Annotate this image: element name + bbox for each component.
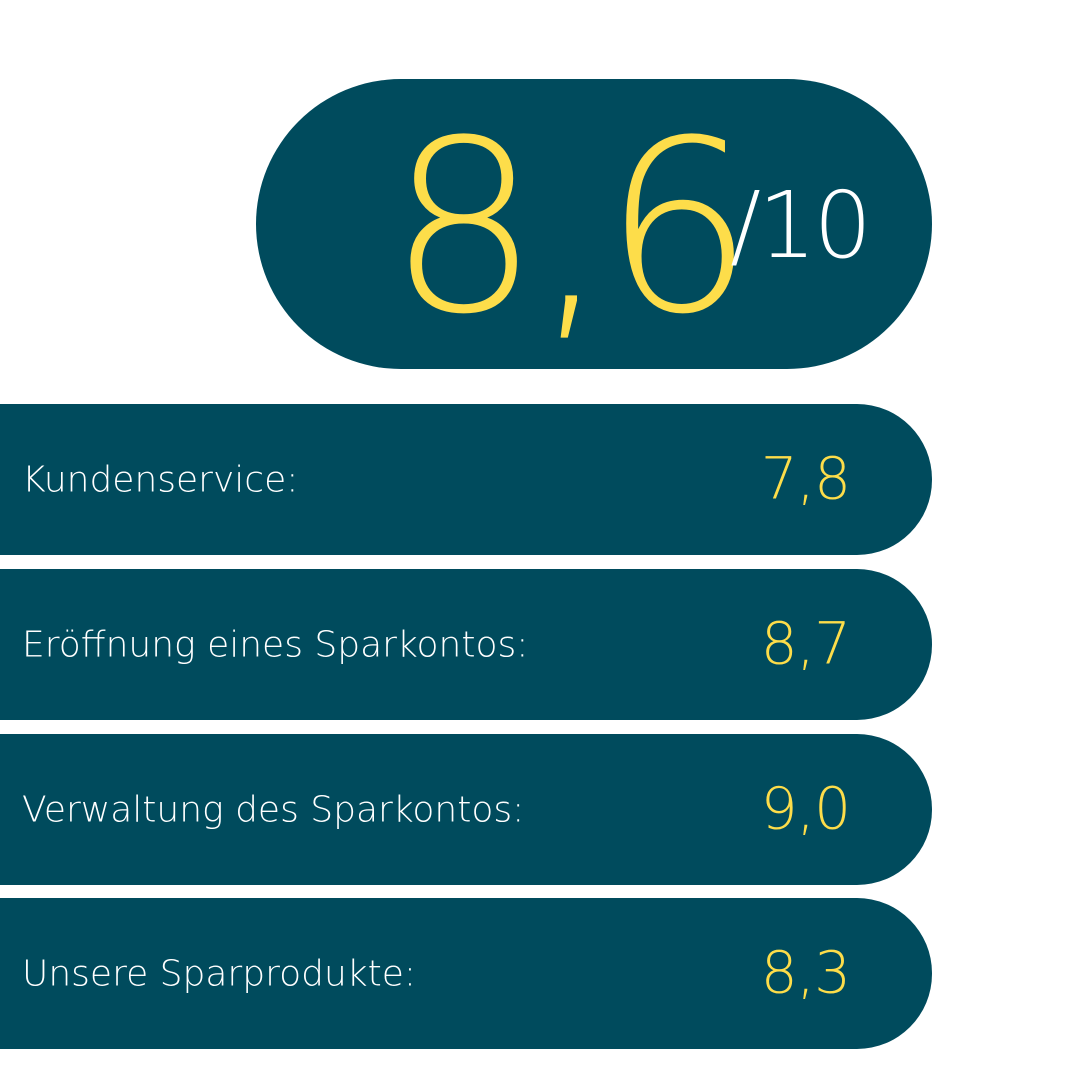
rating-row-sparprodukte: Unsere Sparprodukte: 8,3 xyxy=(0,898,932,1049)
rating-row-eroeffnung: Eröffnung eines Sparkontos: 8,7 xyxy=(0,569,932,720)
rating-label: Eröffnung eines Sparkontos: xyxy=(22,624,529,665)
rating-value: 9,0 xyxy=(760,774,851,843)
overall-score-pill xyxy=(256,79,932,369)
rating-value: 8,7 xyxy=(760,609,851,678)
rating-row-kundenservice: Kundenservice: 7,8 xyxy=(0,404,932,555)
rating-label: Verwaltung des Sparkontos: xyxy=(22,789,525,830)
overall-score-value: 8,6 xyxy=(388,90,754,367)
rating-value: 7,8 xyxy=(760,444,851,513)
overall-score-max: /10 xyxy=(730,172,872,279)
rating-label: Unsere Sparprodukte: xyxy=(22,953,417,994)
rating-row-verwaltung: Verwaltung des Sparkontos: 9,0 xyxy=(0,734,932,885)
rating-label: Kundenservice: xyxy=(22,459,299,500)
rating-value: 8,3 xyxy=(760,938,851,1007)
